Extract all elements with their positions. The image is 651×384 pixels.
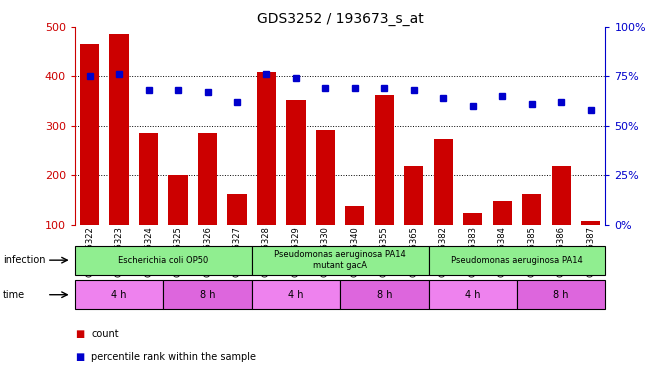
Bar bbox=[163, 280, 252, 309]
Bar bbox=[316, 130, 335, 225]
Bar bbox=[340, 280, 428, 309]
Text: 4 h: 4 h bbox=[288, 290, 303, 300]
Bar bbox=[286, 100, 305, 225]
Text: infection: infection bbox=[3, 255, 46, 265]
Text: time: time bbox=[3, 290, 25, 300]
Text: 8 h: 8 h bbox=[200, 290, 215, 300]
Bar bbox=[169, 175, 187, 225]
Bar bbox=[198, 133, 217, 225]
Text: count: count bbox=[91, 329, 118, 339]
Text: Pseudomonas aeruginosa PA14: Pseudomonas aeruginosa PA14 bbox=[451, 256, 583, 265]
Text: 8 h: 8 h bbox=[377, 290, 392, 300]
Text: 4 h: 4 h bbox=[111, 290, 127, 300]
Bar bbox=[522, 194, 542, 225]
Bar bbox=[464, 213, 482, 225]
Bar bbox=[75, 280, 163, 309]
Text: ■: ■ bbox=[75, 352, 84, 362]
Bar bbox=[80, 44, 99, 225]
Bar bbox=[404, 166, 423, 225]
Text: ■: ■ bbox=[75, 329, 84, 339]
Bar bbox=[257, 72, 276, 225]
Bar bbox=[252, 280, 340, 309]
Text: 4 h: 4 h bbox=[465, 290, 480, 300]
Bar bbox=[252, 246, 428, 275]
Text: Pseudomonas aeruginosa PA14
mutant gacA: Pseudomonas aeruginosa PA14 mutant gacA bbox=[274, 250, 406, 270]
Bar bbox=[109, 34, 129, 225]
Bar bbox=[428, 280, 517, 309]
Text: GDS3252 / 193673_s_at: GDS3252 / 193673_s_at bbox=[256, 12, 424, 25]
Bar bbox=[345, 206, 365, 225]
Bar bbox=[75, 246, 252, 275]
Bar bbox=[551, 166, 571, 225]
Bar bbox=[581, 221, 600, 225]
Bar bbox=[428, 246, 605, 275]
Text: Escherichia coli OP50: Escherichia coli OP50 bbox=[118, 256, 208, 265]
Bar bbox=[139, 133, 158, 225]
Bar bbox=[375, 95, 394, 225]
Bar bbox=[434, 139, 453, 225]
Bar bbox=[227, 194, 247, 225]
Bar bbox=[517, 280, 605, 309]
Bar bbox=[493, 201, 512, 225]
Text: percentile rank within the sample: percentile rank within the sample bbox=[91, 352, 256, 362]
Text: 8 h: 8 h bbox=[553, 290, 569, 300]
